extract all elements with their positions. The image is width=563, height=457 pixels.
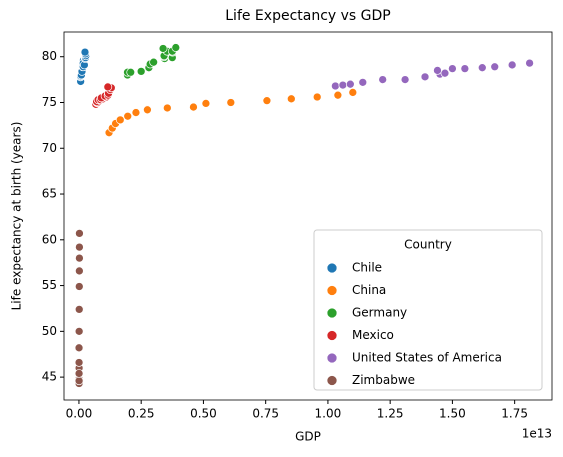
point <box>74 376 84 386</box>
point <box>420 72 430 82</box>
point <box>189 102 198 112</box>
point <box>162 103 172 113</box>
legend-box <box>313 229 543 391</box>
y-tick-label: 65 <box>42 187 57 201</box>
point <box>490 62 500 72</box>
x-tick-label: 0.00 <box>66 407 93 421</box>
point <box>75 266 84 276</box>
point <box>123 111 133 121</box>
point <box>358 77 368 87</box>
legend-marker <box>326 285 338 296</box>
x-tick-label: 1.75 <box>501 407 528 421</box>
point <box>348 88 358 97</box>
point <box>433 66 442 75</box>
point <box>103 82 113 92</box>
y-tick-label: 75 <box>42 95 57 109</box>
point <box>262 96 272 106</box>
legend-title: Country <box>404 238 452 252</box>
chart-title: Life Expectancy vs GDP <box>225 8 390 24</box>
legend-marker <box>326 330 338 341</box>
point <box>400 75 410 84</box>
point <box>226 98 236 107</box>
y-tick-label: 50 <box>42 324 57 338</box>
point <box>136 67 146 76</box>
point <box>75 242 84 252</box>
point <box>74 326 84 336</box>
point <box>378 75 388 84</box>
x-tick-label: 0.75 <box>252 407 279 421</box>
point <box>126 67 136 77</box>
legend-marker <box>326 375 338 386</box>
point <box>131 108 141 117</box>
point <box>74 282 84 291</box>
x-tick-label: 1.50 <box>439 407 466 421</box>
legend-label: Mexico <box>352 328 394 342</box>
point <box>74 305 84 314</box>
point <box>333 90 343 100</box>
legend-marker <box>326 262 338 274</box>
point <box>286 94 296 104</box>
point <box>338 80 348 90</box>
legend-label: Chile <box>352 261 382 275</box>
y-tick-label: 45 <box>42 370 57 384</box>
legend-label: United States of America <box>352 351 502 365</box>
legend-label: Zimbabwe <box>352 373 415 387</box>
x-tick-label: 1.25 <box>377 407 404 421</box>
x-axis-label: GDP <box>295 430 321 444</box>
point <box>201 99 211 108</box>
plot-frame <box>63 31 553 401</box>
point <box>448 64 457 73</box>
point <box>149 57 158 67</box>
legend-marker <box>326 352 338 364</box>
point <box>74 369 84 378</box>
point <box>115 115 125 125</box>
y-axis-label: Life expectancy at birth (years) <box>10 122 24 311</box>
x-tick-label: 0.25 <box>128 407 155 421</box>
x-offset-label: 1e13 <box>522 427 552 441</box>
y-tick-label: 60 <box>42 232 57 246</box>
x-tick-label: 0.50 <box>190 407 217 421</box>
legend-label: China <box>352 283 386 297</box>
point <box>477 63 487 73</box>
point <box>80 47 90 57</box>
point <box>171 43 181 52</box>
point <box>75 253 84 263</box>
y-tick-label: 55 <box>42 278 57 292</box>
point <box>507 60 517 70</box>
point <box>143 105 152 115</box>
x-tick-label: 1.00 <box>315 407 342 421</box>
legend-label: Germany <box>352 306 407 320</box>
y-tick-label: 80 <box>42 49 57 63</box>
legend-marker <box>326 307 338 319</box>
point <box>331 81 340 91</box>
point <box>74 343 84 353</box>
y-tick-label: 70 <box>42 141 57 155</box>
point <box>440 68 450 78</box>
point <box>74 358 84 367</box>
point <box>460 64 470 73</box>
point <box>525 58 534 68</box>
point <box>75 229 84 238</box>
point <box>312 92 322 102</box>
point <box>158 44 168 53</box>
point <box>345 79 355 89</box>
